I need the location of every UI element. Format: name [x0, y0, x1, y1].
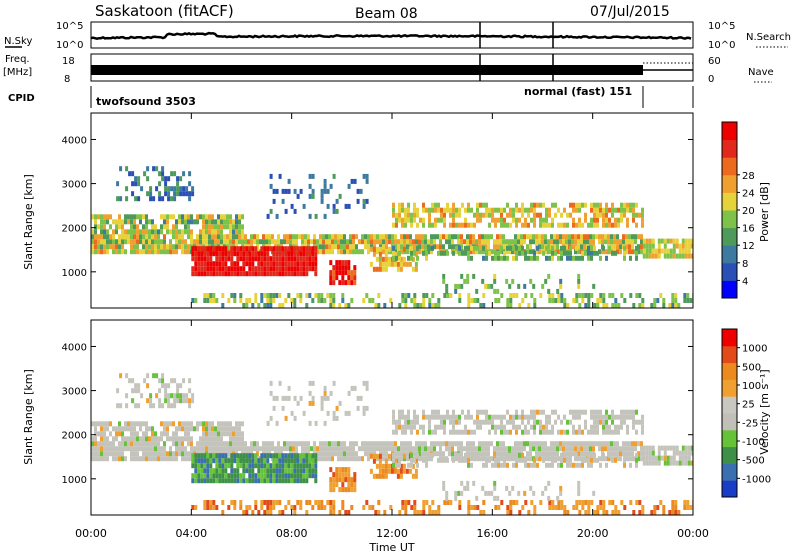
- nsky-label: N.Sky: [4, 36, 32, 47]
- colorbar-tick-label: 16: [742, 224, 755, 235]
- freq-tick-top: 18: [62, 56, 75, 67]
- x-tick-label: 12:00: [376, 527, 408, 540]
- colorbar-swatch: [722, 329, 737, 347]
- colorbar-swatch: [722, 262, 737, 281]
- colorbar-swatch: [722, 157, 737, 176]
- x-tick-label: 16:00: [476, 527, 508, 540]
- colorbar-swatch: [722, 379, 737, 397]
- y-tick-label: 1000: [62, 475, 87, 486]
- x-tick-label: 20:00: [577, 527, 609, 540]
- y-tick-label: 3000: [62, 387, 87, 398]
- colorbar-swatch: [722, 174, 737, 193]
- nave-label: Nave: [748, 67, 774, 78]
- colorbar-tick-label: 4: [742, 276, 748, 287]
- colorbar-swatch: [722, 139, 737, 158]
- colorbar-swatch: [722, 280, 737, 299]
- cpid-row: CPID twofsound 3503 normal (fast) 151: [8, 85, 694, 108]
- nsky-tick-top-left: 10^5: [56, 21, 83, 32]
- freq-trace: [91, 65, 643, 75]
- beam-title: Beam 08: [355, 6, 418, 22]
- colorbar-swatch: [722, 396, 737, 414]
- power-panel: 1000 2000 3000 4000 Slant Range [km] 4 8 12 16…: [22, 112, 771, 309]
- colorbar-swatch: [722, 362, 737, 380]
- y-tick-label: 3000: [62, 180, 87, 191]
- nsky-tick-top-right: 10^5: [708, 21, 735, 32]
- nave-tick-bottom: 0: [708, 74, 714, 85]
- cpid-label: CPID: [8, 93, 35, 104]
- cpid-segment-2: normal (fast) 151: [524, 85, 632, 98]
- colorbar-tick-label: -25: [742, 418, 758, 429]
- velocity-colorbar-label: Velocity [m s⁻¹]: [758, 369, 771, 454]
- y-tick-label: 1000: [62, 268, 87, 279]
- colorbar-swatch: [722, 413, 737, 431]
- colorbar-tick-label: 20: [742, 206, 755, 217]
- nsky-tick-bottom-left: 10^0: [56, 40, 83, 51]
- power-colorbar: 4 8 12 16 20 24 28: [721, 121, 755, 299]
- colorbar-swatch: [722, 245, 737, 264]
- freq-panel: Freq. [MHz] 18 8 60 0 Nave: [3, 53, 774, 85]
- freq-label-1: Freq.: [5, 54, 30, 65]
- power-ylabel: Slant Range [km]: [22, 174, 35, 270]
- colorbar-swatch: [722, 345, 737, 364]
- power-colorbar-label: Power [dB]: [758, 182, 771, 242]
- colorbar-swatch: [722, 429, 737, 448]
- colorbar-swatch: [722, 463, 737, 481]
- nsearch-label: N.Search: [746, 32, 791, 43]
- colorbar-swatch: [722, 227, 737, 246]
- x-tick-label: 04:00: [175, 527, 207, 540]
- y-tick-label: 4000: [62, 342, 87, 353]
- y-tick-label: 2000: [62, 224, 87, 235]
- colorbar-tick-label: -500: [742, 456, 765, 467]
- x-axis-label: Time UT: [368, 541, 414, 554]
- power-heatmap: [91, 166, 693, 308]
- nave-tick-top: 60: [708, 56, 721, 67]
- power-y-axis: 1000 2000 3000 4000: [62, 135, 693, 279]
- colorbar-swatch: [722, 210, 737, 229]
- colorbar-tick-label: -1000: [742, 474, 771, 485]
- station-title: Saskatoon (fitACF): [95, 2, 234, 20]
- nsky-panel: N.Sky 10^5 10^0 10^5 10^0 N.Search: [4, 21, 791, 51]
- colorbar-swatch: [722, 446, 737, 464]
- colorbar-tick-label: -100: [742, 437, 765, 448]
- x-tick-label: 08:00: [276, 527, 308, 540]
- colorbar-tick-label: 12: [742, 241, 755, 252]
- time-x-axis: 00:00 04:00 08:00 12:00 16:00 20:00 00:00: [75, 113, 709, 540]
- velocity-y-axis: 1000 2000 3000 4000: [62, 342, 693, 486]
- freq-tick-bottom: 8: [64, 74, 70, 85]
- y-tick-label: 4000: [62, 135, 87, 146]
- y-tick-label: 2000: [62, 431, 87, 442]
- colorbar-swatch: [722, 480, 737, 498]
- colorbar-tick-label: 1000: [742, 344, 767, 355]
- velocity-colorbar: 1000 500 100 25 -25 -100 -500 -1000: [721, 328, 771, 498]
- x-tick-label: 00:00: [75, 527, 107, 540]
- colorbar-tick-label: 24: [742, 188, 755, 199]
- velocity-panel: 1000 2000 3000 4000 Slant Range [km] 1000 50…: [22, 319, 771, 516]
- colorbar-swatch: [722, 122, 737, 141]
- freq-label-2: [MHz]: [3, 67, 32, 78]
- colorbar-tick-label: 25: [742, 400, 755, 411]
- colorbar-swatch: [722, 192, 737, 211]
- nsky-trace: [90, 31, 692, 40]
- colorbar-tick-label: 100: [742, 381, 761, 392]
- colorbar-tick-label: 28: [742, 171, 755, 182]
- x-tick-label: 00:00: [677, 527, 709, 540]
- velocity-ylabel: Slant Range [km]: [22, 369, 35, 465]
- cpid-segment-1: twofsound 3503: [96, 95, 196, 108]
- nsky-tick-bottom-right: 10^0: [708, 40, 735, 51]
- colorbar-tick-label: 500: [742, 362, 761, 373]
- velocity-heatmap: [91, 373, 693, 515]
- date-title: 07/Jul/2015: [590, 4, 670, 20]
- colorbar-tick-label: 8: [742, 259, 748, 270]
